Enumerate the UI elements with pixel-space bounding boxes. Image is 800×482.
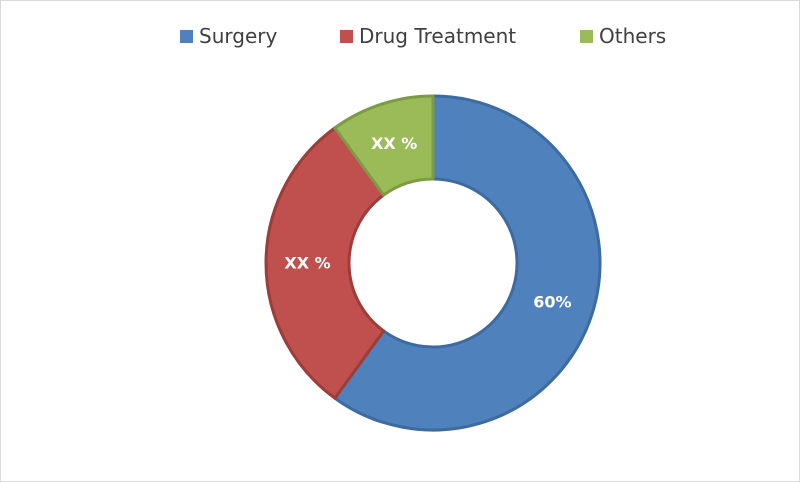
legend-label-drug-treatment: Drug Treatment [359, 24, 517, 48]
donut-slices [264, 94, 602, 432]
chart-legend: Surgery Drug Treatment Others [0, 22, 800, 50]
donut-labels: 60% XX % XX % [284, 134, 571, 311]
legend-label-surgery: Surgery [199, 24, 278, 48]
legend-item-drug-treatment: Drug Treatment [340, 22, 516, 50]
data-label-others: XX % [371, 134, 417, 153]
legend-swatch-drug-treatment [340, 29, 353, 43]
legend-item-others: Others [580, 22, 666, 50]
data-label-surgery: 60% [533, 292, 571, 311]
legend-item-surgery: Surgery [180, 22, 277, 50]
legend-label-others: Others [599, 24, 667, 48]
donut-slice-others [333, 94, 435, 197]
donut-slice-drug-treatment [264, 126, 386, 400]
legend-swatch-others [580, 29, 593, 43]
donut-slice-surgery [333, 94, 602, 432]
legend-swatch-surgery [180, 29, 193, 43]
data-label-drug-treatment: XX % [284, 254, 330, 273]
